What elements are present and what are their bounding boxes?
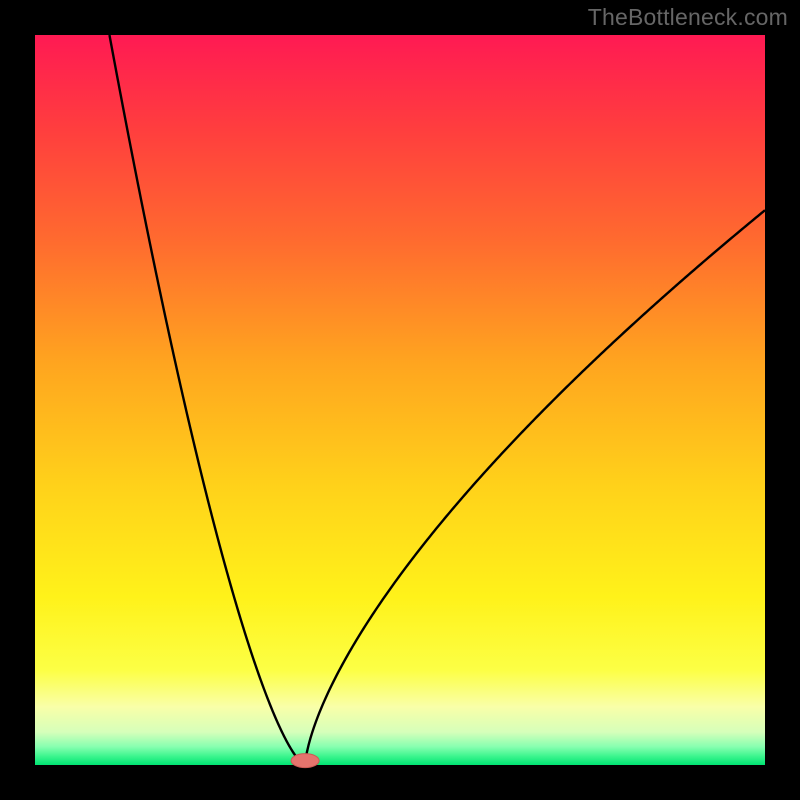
chart-stage: TheBottleneck.com: [0, 0, 800, 800]
chart-canvas: [0, 0, 800, 800]
plot-area: [35, 35, 765, 765]
watermark-text: TheBottleneck.com: [588, 4, 788, 31]
optimum-marker: [291, 754, 319, 768]
